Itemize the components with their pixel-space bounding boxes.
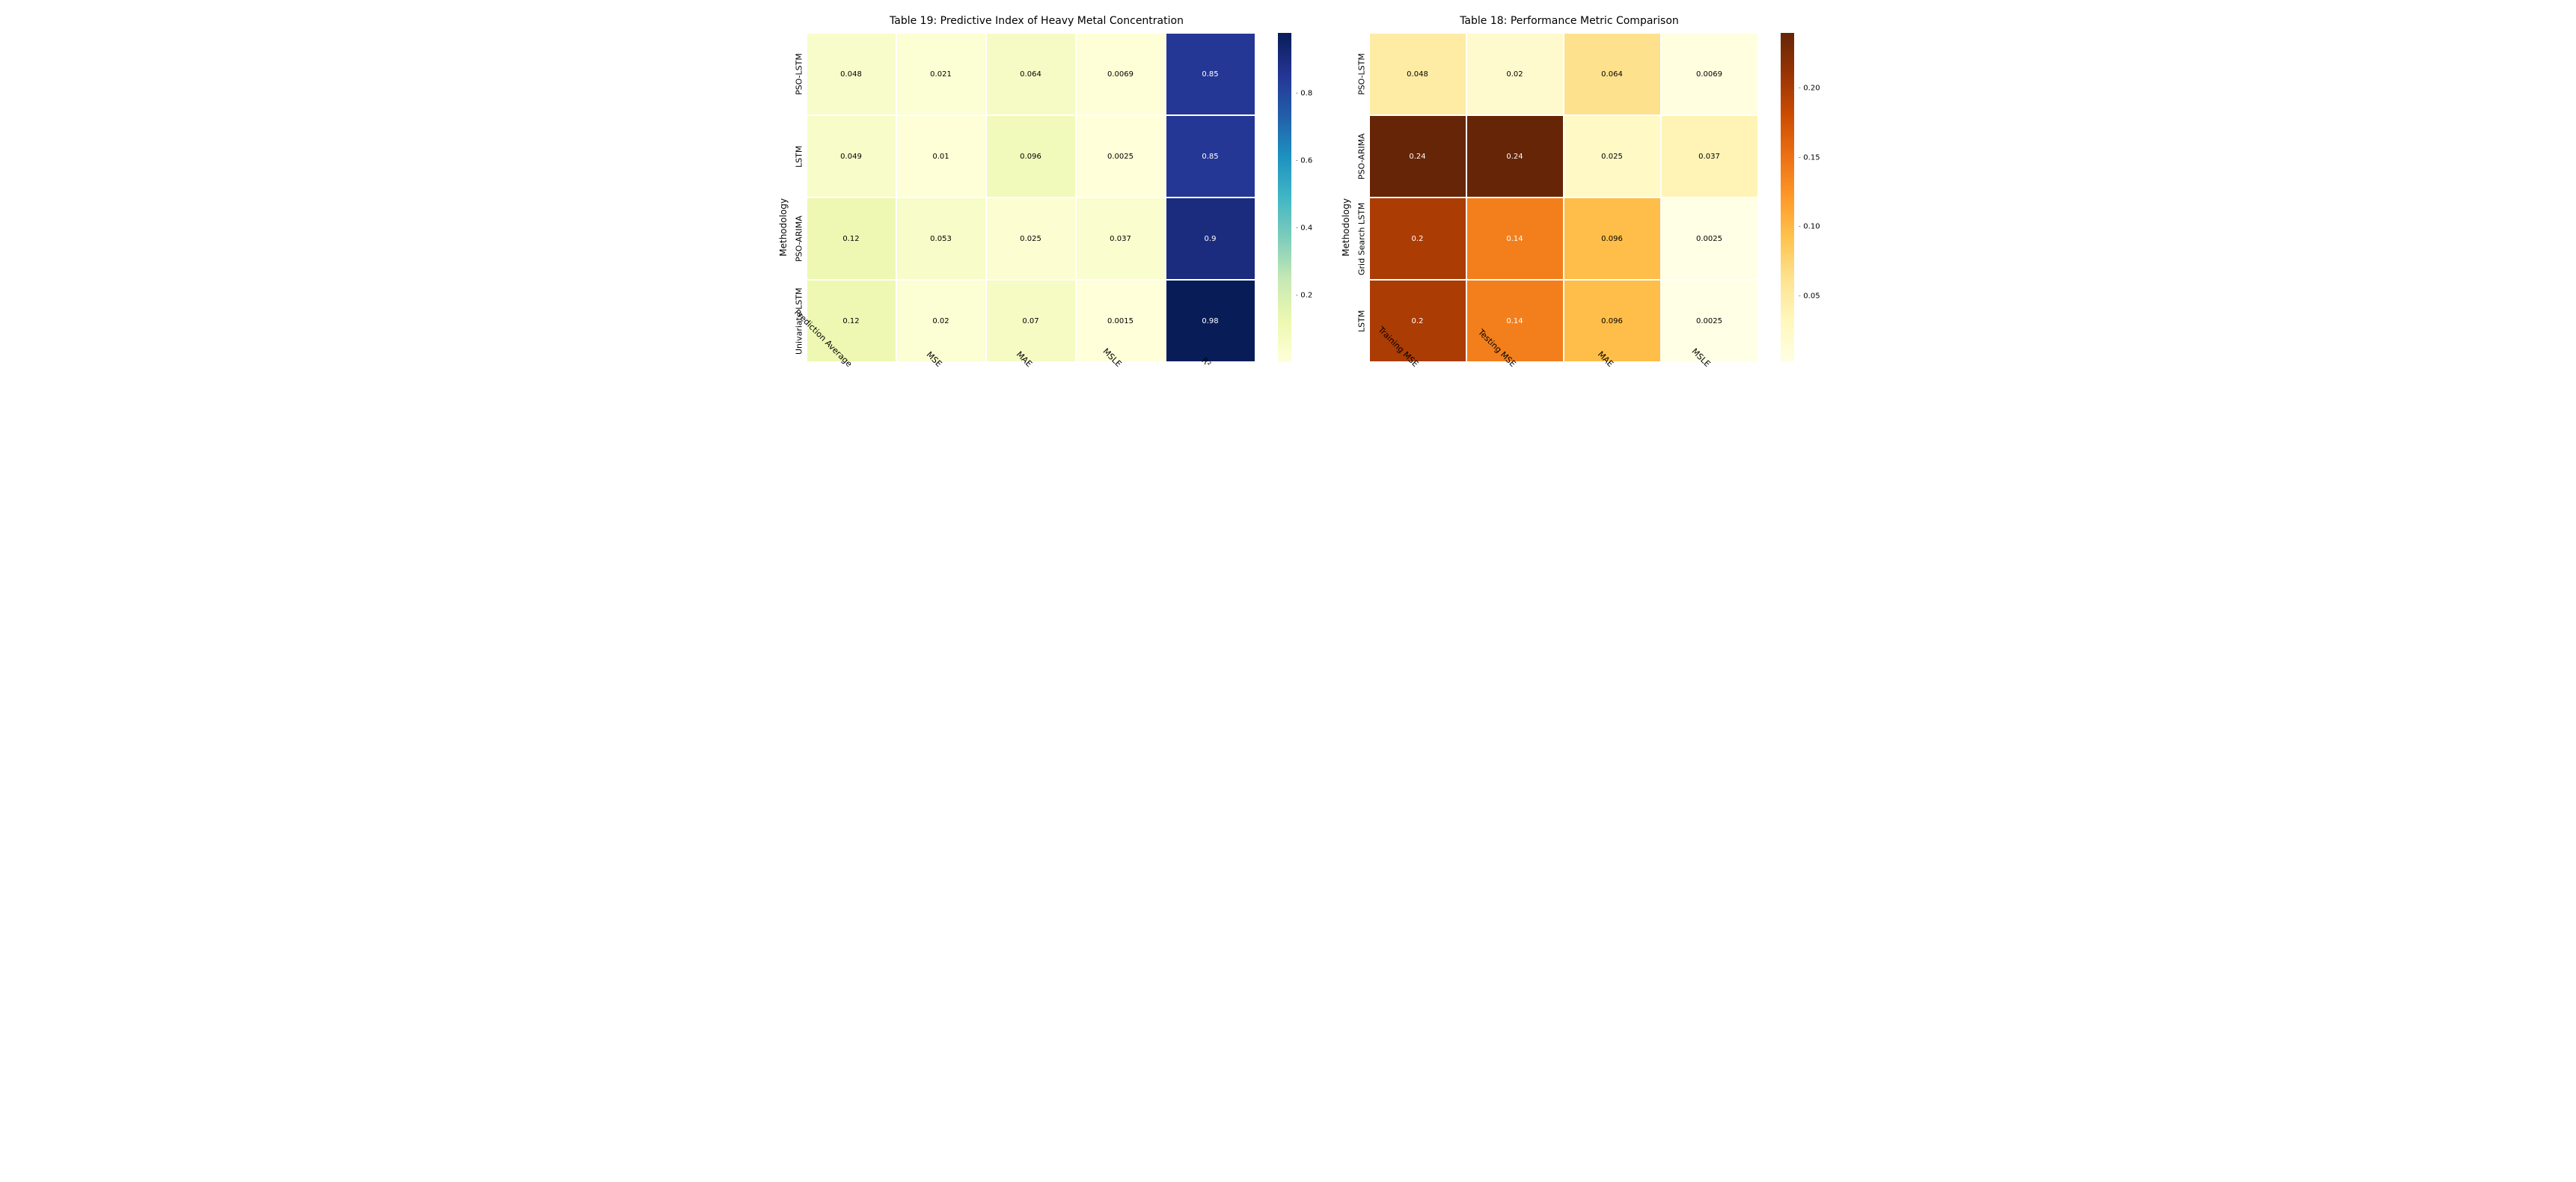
heatmap-cell: 0.14 [1466, 197, 1564, 280]
heatmap-cell: 0.0025 [1661, 280, 1758, 362]
ytick-label: PSO-ARIMA [792, 197, 807, 280]
ytick-label: LSTM [792, 115, 807, 197]
ytick-label: LSTM [1354, 280, 1369, 362]
heatmap-cell: 0.9 [1166, 197, 1255, 280]
colorbar-tick-label: 0.4 [1296, 224, 1313, 232]
heatmap-cell: 0.24 [1466, 115, 1564, 197]
heatmap-right-panel: Table 18: Performance Metric Comparison … [1341, 15, 1799, 422]
heatmap-cell: 0.02 [896, 280, 986, 362]
colorbar-tick-label: 0.2 [1296, 291, 1313, 299]
ytick-label: PSO-LSTM [1354, 33, 1369, 115]
ytick-label: PSO-ARIMA [1354, 115, 1369, 197]
heatmap-cell: 0.0069 [1076, 33, 1166, 115]
heatmap-cell: 0.02 [1466, 33, 1564, 115]
heatmap-cell: 0.037 [1076, 197, 1166, 280]
right-title: Table 18: Performance Metric Comparison [1460, 15, 1679, 27]
heatmap-cell: 0.24 [1369, 115, 1466, 197]
heatmap-cell: 0.12 [807, 280, 896, 362]
heatmap-cell: 0.0025 [1076, 115, 1166, 197]
right-yticks: PSO-LSTMPSO-ARIMAGrid Search LSTMLSTM [1354, 33, 1369, 362]
heatmap-cell: 0.98 [1166, 280, 1255, 362]
heatmap-cell: 0.064 [1564, 33, 1661, 115]
heatmap-cell: 0.025 [986, 197, 1076, 280]
heatmap-cell: 0.0025 [1661, 197, 1758, 280]
heatmap-cell: 0.12 [807, 197, 896, 280]
colorbar-tick-label: 0.20 [1799, 85, 1820, 93]
heatmap-cell: 0.048 [1369, 33, 1466, 115]
heatmap-cell: 0.096 [1564, 197, 1661, 280]
colorbar-tick-label: 0.10 [1799, 223, 1820, 231]
left-heatmap-grid: 0.0480.0210.0640.00690.850.0490.010.0960… [807, 33, 1255, 362]
heatmap-cell: 0.064 [986, 33, 1076, 115]
heatmap-cell: 0.85 [1166, 33, 1255, 115]
left-colorbar [1278, 33, 1291, 362]
left-ylabel: Methodology [778, 198, 789, 257]
left-heatmap-wrap: Methodology PSO-LSTMLSTMPSO-ARIMAUnivari… [778, 33, 1296, 422]
heatmap-cell: 0.0015 [1076, 280, 1166, 362]
heatmap-cell: 0.053 [896, 197, 986, 280]
ytick-label: Grid Search LSTM [1354, 197, 1369, 280]
colorbar-tick-label: 0.05 [1799, 293, 1820, 301]
right-xticks: Training MSETesting MSEMAEMSLE [1369, 362, 1758, 422]
heatmap-cell: 0.048 [807, 33, 896, 115]
right-colorbar [1781, 33, 1794, 362]
left-xticks: Prediction AverageMSEMAEMSLER² [807, 362, 1255, 422]
heatmap-cell: 0.096 [1564, 280, 1661, 362]
heatmap-cell: 0.037 [1661, 115, 1758, 197]
right-heatmap-grid: 0.0480.020.0640.00690.240.240.0250.0370.… [1369, 33, 1758, 362]
heatmap-cell: 0.2 [1369, 280, 1466, 362]
right-colorbar-wrap: 0.050.100.150.20 [1781, 33, 1799, 362]
heatmap-cell: 0.021 [896, 33, 986, 115]
colorbar-tick-label: 0.6 [1296, 156, 1313, 165]
heatmap-cell: 0.01 [896, 115, 986, 197]
heatmap-left-panel: Table 19: Predictive Index of Heavy Meta… [778, 15, 1296, 422]
heatmap-cell: 0.0069 [1661, 33, 1758, 115]
heatmap-cell: 0.2 [1369, 197, 1466, 280]
right-heatmap-wrap: Methodology PSO-LSTMPSO-ARIMAGrid Search… [1341, 33, 1799, 422]
left-colorbar-wrap: 0.20.40.60.8 [1278, 33, 1296, 362]
colorbar-tick-label: 0.8 [1296, 89, 1313, 97]
right-ylabel: Methodology [1341, 198, 1351, 257]
heatmap-cell: 0.14 [1466, 280, 1564, 362]
ytick-label: PSO-LSTM [792, 33, 807, 115]
colorbar-tick-label: 0.15 [1799, 153, 1820, 162]
heatmap-cell: 0.049 [807, 115, 896, 197]
heatmap-cell: 0.096 [986, 115, 1076, 197]
heatmap-cell: 0.85 [1166, 115, 1255, 197]
left-title: Table 19: Predictive Index of Heavy Meta… [890, 15, 1184, 27]
heatmap-cell: 0.025 [1564, 115, 1661, 197]
heatmap-cell: 0.07 [986, 280, 1076, 362]
